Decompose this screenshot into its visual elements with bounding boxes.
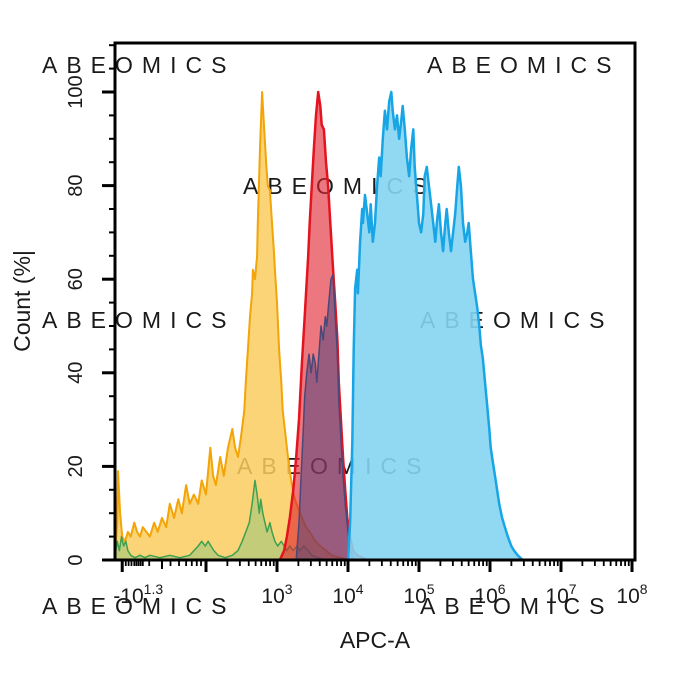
- x-tick-label: 107: [545, 581, 576, 608]
- plot-frame: [113, 41, 637, 562]
- y-tick-label: 100: [65, 75, 87, 108]
- x-tick-label: 105: [403, 581, 434, 608]
- histogram-layer: [115, 90, 524, 560]
- x-axis-title: APC-A: [340, 627, 411, 653]
- y-tick-label: 20: [65, 455, 87, 477]
- blue-histogram: [346, 90, 524, 560]
- x-tick-label: 104: [332, 581, 363, 608]
- watermark-text: ABEOMICS: [42, 593, 235, 619]
- y-axis-title: Count (%|: [9, 250, 35, 352]
- watermark-text: ABEOMICS: [420, 593, 613, 619]
- y-tick-label: 0: [65, 554, 87, 565]
- tick-label-layer: 0 20 40 60 80 100 -101.3 103 104 105 106 107 108: [65, 75, 648, 608]
- y-tick-label: 40: [65, 362, 87, 384]
- tick-layer: [102, 44, 634, 572]
- watermark-text: ABEOMICS: [42, 307, 235, 333]
- x-tick-label: 106: [474, 581, 505, 608]
- violet-histogram: [295, 273, 355, 560]
- watermark-text: ABEOMICS: [427, 52, 620, 78]
- y-tick-label: 60: [65, 268, 87, 290]
- x-tick-label: -101.3: [113, 581, 163, 608]
- watermark-text: ABEOMICS: [42, 52, 235, 78]
- y-tick-label: 80: [65, 174, 87, 196]
- orange-histogram: [115, 91, 352, 560]
- x-tick-label: 103: [261, 581, 292, 608]
- x-tick-label: 108: [616, 581, 647, 608]
